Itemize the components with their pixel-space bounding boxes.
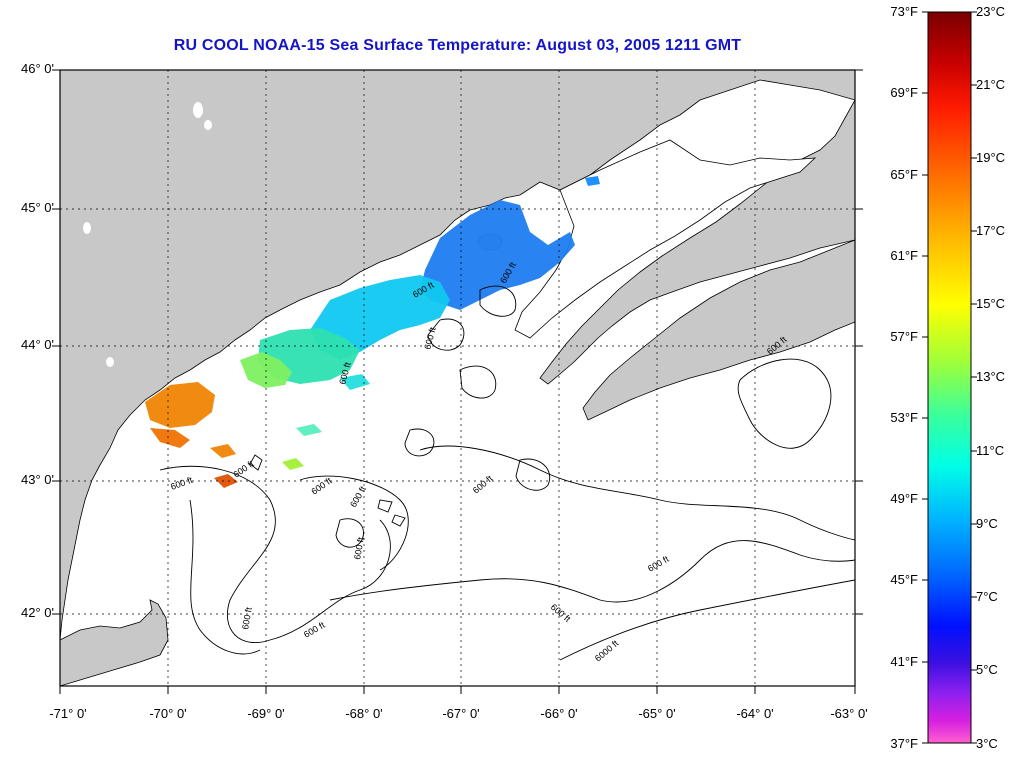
lon-label: -63° 0'	[830, 706, 868, 721]
contour-label: 600 ft	[352, 536, 366, 560]
colorbar-label-c: 19°C	[976, 150, 1006, 165]
lat-label: 43° 0'	[21, 472, 54, 487]
colorbar-label-c: 11°C	[976, 443, 1005, 458]
sst-patch-blue-2	[585, 176, 600, 186]
lon-label: -68° 0'	[345, 706, 383, 721]
colorbar-label-f: 65°F	[890, 167, 918, 182]
colorbar-label-c: 21°C	[976, 77, 1006, 92]
lat-gridlines	[60, 69, 855, 615]
colorbar-label-c: 5°C	[976, 662, 998, 677]
sst-patch-orange-2	[150, 428, 190, 448]
colorbar-label-c: 23°C	[976, 4, 1006, 19]
lake	[193, 102, 203, 118]
lon-label: -70° 0'	[149, 706, 187, 721]
land-mainland	[60, 70, 855, 641]
sst-patch-blue	[420, 200, 575, 310]
bathymetry-contours	[159, 285, 855, 661]
colorbar-label-f: 45°F	[890, 572, 918, 587]
colorbar-label-f: 73°F	[890, 4, 918, 19]
sst-patch-green-2	[282, 458, 304, 470]
colorbar-label-f: 53°F	[890, 410, 918, 425]
lake	[637, 312, 653, 324]
lon-label: -66° 0'	[540, 706, 578, 721]
lon-label: -69° 0'	[247, 706, 285, 721]
colorbar-label-f: 61°F	[890, 248, 918, 263]
lake	[83, 222, 91, 234]
sst-patch-orange-3	[210, 444, 236, 458]
lat-label: 46° 0'	[21, 61, 54, 76]
colorbar-label-f: 69°F	[890, 85, 918, 100]
lake	[204, 120, 212, 130]
lake	[106, 357, 114, 367]
colorbar-label-c: 13°C	[976, 369, 1006, 384]
lon-label: -64° 0'	[736, 706, 774, 721]
bay-of-fundy	[514, 139, 817, 339]
axis-ticks	[52, 69, 863, 694]
colorbar-label-f: 41°F	[890, 654, 918, 669]
lon-label: -65° 0'	[638, 706, 676, 721]
sst-patch-red	[214, 474, 238, 488]
contour-label: 600 ft	[240, 606, 254, 630]
sst-patch-cyan-3	[340, 374, 370, 390]
map-title: RU COOL NOAA-15 Sea Surface Temperature:…	[173, 37, 742, 54]
lon-label: -67° 0'	[442, 706, 480, 721]
lat-label: 44° 0'	[21, 337, 54, 352]
colorbar-label-c: 7°C	[976, 589, 998, 604]
colorbar-label-f: 37°F	[890, 736, 918, 751]
sst-patch-orange	[145, 382, 215, 428]
lat-label: 42° 0'	[21, 605, 54, 620]
colorbar-label-c: 9°C	[976, 516, 998, 531]
lat-label: 45° 0'	[21, 200, 54, 215]
sst-patch-cyan-2	[296, 424, 322, 436]
lon-gridlines	[167, 70, 756, 686]
colorbar-ticks	[922, 11, 977, 744]
lon-label: -71° 0'	[49, 706, 87, 721]
colorbar-label-f: 49°F	[890, 491, 918, 506]
land-nova-scotia	[582, 239, 855, 421]
land-cape-cod	[60, 599, 169, 686]
colorbar-label-c: 17°C	[976, 223, 1006, 238]
colorbar-label-c: 3°C	[976, 736, 998, 751]
colorbar-label-c: 15°C	[976, 296, 1006, 311]
colorbar-label-f: 57°F	[890, 329, 918, 344]
colorbar	[927, 11, 972, 744]
